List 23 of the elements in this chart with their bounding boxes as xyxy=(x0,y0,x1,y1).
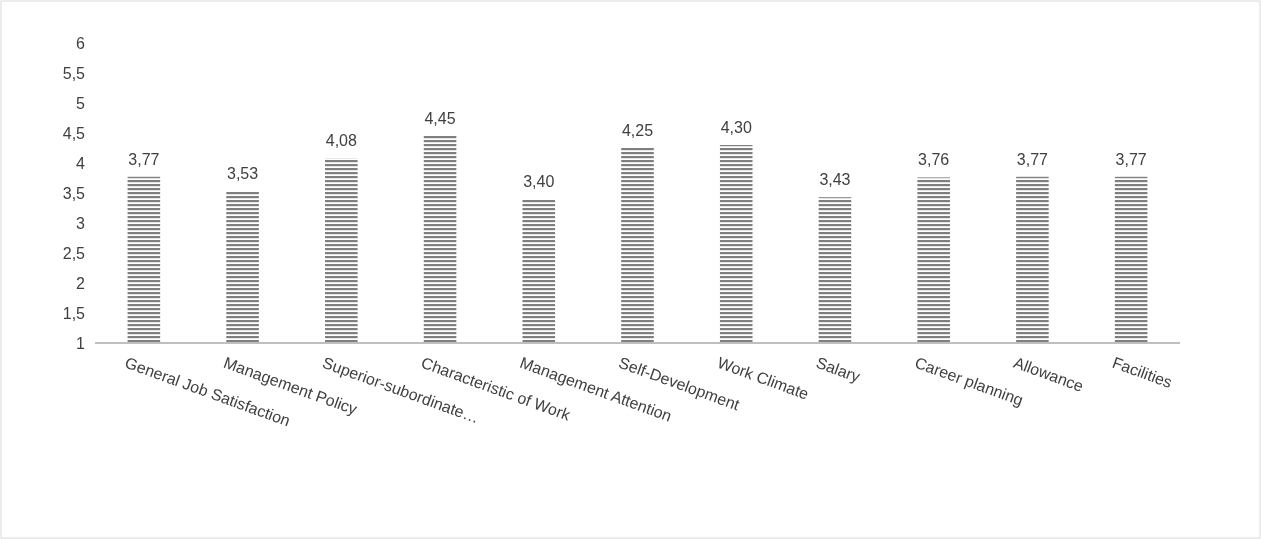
data-label: 3,43 xyxy=(819,171,851,189)
y-tick-label: 1,5 xyxy=(62,304,86,322)
y-tick-label: 2,5 xyxy=(62,244,86,262)
y-tick-label: 4,5 xyxy=(62,124,86,142)
y-tick-label: 2 xyxy=(76,274,86,292)
data-label: 3,77 xyxy=(1115,150,1147,168)
y-tick-label: 3,5 xyxy=(62,184,86,202)
y-tick-label: 4 xyxy=(76,154,86,172)
data-label: 4,25 xyxy=(621,122,654,139)
data-label: 3,53 xyxy=(227,165,259,183)
data-label: 3,77 xyxy=(1016,150,1049,168)
data-label: 3,40 xyxy=(523,173,555,190)
y-tick-label: 1 xyxy=(76,334,86,352)
data-label: 4,08 xyxy=(325,132,357,150)
x-tick-label: Salary xyxy=(813,353,863,386)
data-label: 3,77 xyxy=(128,150,160,168)
y-tick-label: 3 xyxy=(76,214,86,232)
data-label: 4,45 xyxy=(424,110,456,127)
y-tick-label: 6 xyxy=(76,34,86,52)
y-tick-label: 5,5 xyxy=(62,64,86,82)
data-label: 3,76 xyxy=(918,151,950,169)
y-tick-label: 5 xyxy=(76,94,86,112)
data-label: 4,30 xyxy=(720,119,752,136)
